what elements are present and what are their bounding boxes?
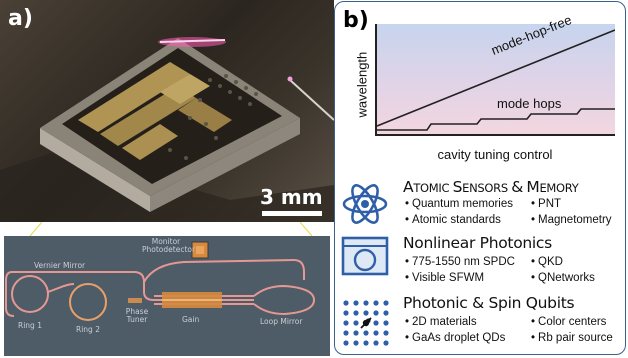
phase-tuner bbox=[128, 298, 142, 303]
application-atomic-sensors: ATOMIC SENSORS & MEMORY Quantum memories… bbox=[335, 174, 625, 230]
bullet-atomic-standards: Atomic standards bbox=[405, 214, 501, 226]
laser-schematic: Monitor Photodetector Vernier Mirror Rin… bbox=[4, 236, 330, 356]
application-nonlinear-photonics: Nonlinear Photonics 775-1550 nm SPDC QKD… bbox=[335, 232, 625, 288]
mode-hops-label: mode hops bbox=[497, 96, 562, 111]
crystal-icon bbox=[341, 236, 389, 276]
tuning-plot-drawing bbox=[377, 29, 615, 131]
ring-1 bbox=[11, 275, 49, 313]
bullet-magnetometry: Magnetometry bbox=[531, 214, 612, 226]
loop-mirror-label: Loop Mirror bbox=[260, 317, 303, 326]
mode-hops-line bbox=[377, 108, 615, 131]
atomic-sensors-title: ATOMIC SENSORS & MEMORY bbox=[403, 178, 579, 196]
nonlinear-photonics-title: Nonlinear Photonics bbox=[403, 234, 552, 252]
mode-hop-free-line bbox=[377, 29, 615, 127]
panel-b-label: b) bbox=[343, 8, 369, 33]
bullet-visible-sfwm: Visible SFWM bbox=[405, 272, 484, 284]
application-photonic-spin-qubits: Photonic & Spin Qubits 2D materials Colo… bbox=[335, 290, 625, 350]
scale-bar bbox=[262, 211, 322, 216]
bullet-spdc: 775-1550 nm SPDC bbox=[405, 256, 515, 268]
bus-waveguide bbox=[12, 271, 254, 301]
ring-1-label: Ring 1 bbox=[18, 321, 42, 330]
bullet-qkd: QKD bbox=[531, 256, 563, 268]
ring-2-label: Ring 2 bbox=[76, 325, 100, 334]
loop-mirror bbox=[253, 284, 316, 316]
panel-a-label: a) bbox=[8, 6, 33, 31]
vernier-mirror-label: Vernier Mirror bbox=[34, 261, 86, 270]
qubit-array-icon bbox=[343, 300, 389, 346]
zoom-connector bbox=[29, 222, 313, 237]
photonic-spin-qubits-title: Photonic & Spin Qubits bbox=[403, 294, 575, 312]
plot-y-label: wavelength bbox=[354, 51, 370, 118]
chip-photo-drawing bbox=[0, 37, 334, 222]
bullet-quantum-memories: Quantum memories bbox=[405, 198, 513, 210]
bullet-rb-pair-source: Rb pair source bbox=[531, 332, 613, 344]
monitor-photodetector-label: Monitor Photodetector bbox=[142, 237, 196, 254]
schematic-drawing bbox=[5, 241, 316, 321]
bullet-color-centers: Color centers bbox=[531, 316, 606, 328]
atom-icon bbox=[342, 184, 388, 224]
panel-b: b) wavelength mode-hop-free mode hops ca… bbox=[334, 1, 626, 355]
bullet-gaas-droplet-qds: GaAs droplet QDs bbox=[405, 332, 505, 344]
plot-x-label: cavity tuning control bbox=[437, 147, 553, 162]
tuning-plot: mode-hop-free mode hops bbox=[375, 12, 615, 136]
gain-label: Gain bbox=[182, 315, 200, 324]
scale-bar-label: 3 mm bbox=[260, 185, 323, 209]
panel-a: a) 3 mm bbox=[0, 0, 334, 356]
bullet-pnt: PNT bbox=[531, 198, 561, 210]
chip-photo: a) 3 mm bbox=[0, 0, 334, 222]
bullet-qnetworks: QNetworks bbox=[531, 272, 595, 284]
bullet-2d-materials: 2D materials bbox=[405, 316, 477, 328]
phase-tuner-label: Phase Tuner bbox=[125, 307, 149, 324]
ring-2 bbox=[69, 283, 107, 321]
